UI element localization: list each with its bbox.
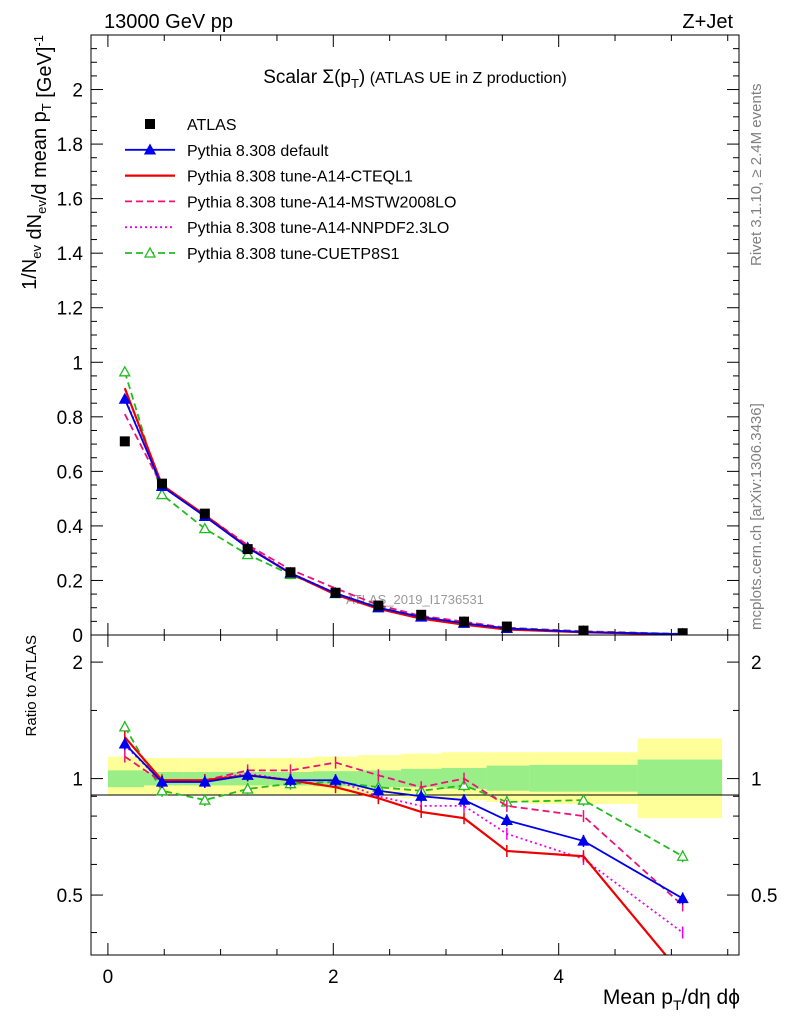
main-y-tick-label: 1.2 <box>57 299 83 320</box>
ratio-y-tick-label-right: 1 <box>751 770 762 791</box>
legend-label: Pythia 8.308 default <box>187 143 329 160</box>
ratio-series-marker <box>118 737 131 749</box>
ratio-frame <box>90 634 740 956</box>
main-y-tick-label: 1.8 <box>57 135 83 156</box>
header-right: Z+Jet <box>682 11 733 33</box>
stat-band-segment <box>486 765 530 791</box>
ratio-series-marker <box>457 793 471 805</box>
main-series-marker <box>198 522 211 534</box>
main-y-tick-label: 1.4 <box>57 244 84 265</box>
main-y-tick-label: 1 <box>72 353 83 374</box>
ratio-series-line <box>123 736 668 955</box>
main-panel: 00.20.40.60.811.21.41.61.82 ATLAS_2019_I… <box>19 34 740 647</box>
header-left: 13000 GeV pp <box>104 11 233 33</box>
ratio-series-marker <box>241 768 254 780</box>
main-axis-ticks: 0 0.2 0.4 0.6 0.8 1 1.2 1.4 1.6 1.8 2 <box>57 35 739 647</box>
main-series-marker <box>155 488 169 500</box>
stat-band-segment <box>400 768 442 788</box>
stat-band-segment <box>637 759 723 796</box>
ratio-series-marker <box>457 779 471 791</box>
side-label-rivet: Rivet 3.1.10, ≥ 2.4M events <box>748 83 765 267</box>
main-series-line <box>123 398 683 635</box>
x-tick-label: 4 <box>553 967 564 988</box>
ratio-series-marker <box>372 784 385 796</box>
atlas-data-point <box>501 621 512 632</box>
x-axis-label: Mean pT/dη dϕ <box>603 986 740 1013</box>
legend-label: ATLAS <box>187 117 237 134</box>
legend-label: Pythia 8.308 tune-CUETP8S1 <box>187 246 400 263</box>
ratio-series-marker <box>676 849 689 861</box>
ratio-series-marker <box>155 784 169 796</box>
ratio-y-axis-label: Ratio to ATLAS <box>23 635 40 736</box>
ratio-series-layer <box>118 720 689 955</box>
legend-marker <box>143 246 157 258</box>
ratio-y-tick-label-right: 0.5 <box>751 886 777 907</box>
ratio-y-tick-label: 2 <box>72 653 83 674</box>
ratio-series-line <box>124 726 684 858</box>
side-label-mcplots: mcplots.cern.ch [arXiv:1306.3436] <box>748 403 765 630</box>
ratio-series-marker <box>329 773 342 785</box>
ratio-series-marker <box>198 775 211 787</box>
x-tick-label: 2 <box>328 967 339 988</box>
ratio-series-marker <box>118 720 131 732</box>
main-y-axis-label: 1/Nev dNev/d mean pT [GeV]-1 <box>19 35 56 290</box>
ratio-panel: 0.5 0.5 1 1 2 2 0 2 4 Ratio to ATLAS Mean pT/dη … <box>23 634 777 1013</box>
ratio-series-marker <box>155 775 169 787</box>
legend-marker-atlas <box>145 119 155 129</box>
chart-title: Scalar Σ(pT) (ATLAS UE in Z production) <box>263 67 567 91</box>
legend-label: Pythia 8.308 tune-A14-CTEQL1 <box>187 169 413 186</box>
main-series-line <box>123 387 683 635</box>
main-y-tick-label: 0 <box>72 626 83 647</box>
ratio-series-marker <box>500 813 513 825</box>
atlas-data-point <box>199 508 210 519</box>
stat-band-segment <box>107 770 144 788</box>
main-series-layer <box>118 365 688 635</box>
ratio-series-marker <box>415 789 428 801</box>
legend-label: Pythia 8.308 tune-A14-NNPDF2.3LO <box>187 220 449 237</box>
atlas-data-point <box>373 600 384 611</box>
legend: ATLAS Pythia 8.308 default Pythia 8.308 tu… <box>125 117 456 263</box>
ratio-axis-ticks: 0.5 0.5 1 1 2 2 0 2 4 <box>57 635 777 988</box>
main-y-tick-label: 1.6 <box>57 190 83 211</box>
x-tick-label: 0 <box>103 967 114 988</box>
atlas-data-point <box>578 625 589 635</box>
atlas-data-point <box>459 616 470 627</box>
ratio-series-marker <box>577 834 590 846</box>
main-series-marker <box>118 365 131 377</box>
main-y-tick-label: 0.4 <box>57 517 84 538</box>
ratio-series-marker <box>284 773 297 785</box>
atlas-data-point <box>416 609 427 620</box>
stat-band-segment <box>358 770 401 788</box>
atlas-data-point <box>119 436 130 447</box>
main-series-marker <box>118 392 131 404</box>
atlas-data-point <box>330 587 341 598</box>
legend-label: Pythia 8.308 tune-A14-MSTW2008LO <box>187 194 456 211</box>
ratio-y-tick-label-right: 2 <box>751 653 762 674</box>
main-y-tick-label: 0.6 <box>57 462 83 483</box>
atlas-data-point <box>156 478 167 489</box>
ratio-series-marker <box>577 793 590 805</box>
ratio-series-marker <box>241 782 254 794</box>
ratio-series-marker <box>198 793 211 805</box>
ratio-series-line <box>124 743 684 900</box>
ratio-y-tick-label: 0.5 <box>57 886 83 907</box>
stat-band-segment <box>529 764 638 792</box>
main-y-tick-label: 0.2 <box>57 571 83 592</box>
legend-marker <box>143 143 157 155</box>
atlas-data-point <box>242 544 253 555</box>
ratio-uncertainty-bands <box>107 738 723 819</box>
ratio-y-tick-label: 1 <box>72 770 83 791</box>
main-y-tick-label: 0.8 <box>57 408 83 429</box>
atlas-data-point <box>677 628 688 635</box>
atlas-data-point <box>285 567 296 578</box>
ratio-series-marker <box>676 892 689 904</box>
main-y-tick-label: 2 <box>72 81 83 102</box>
